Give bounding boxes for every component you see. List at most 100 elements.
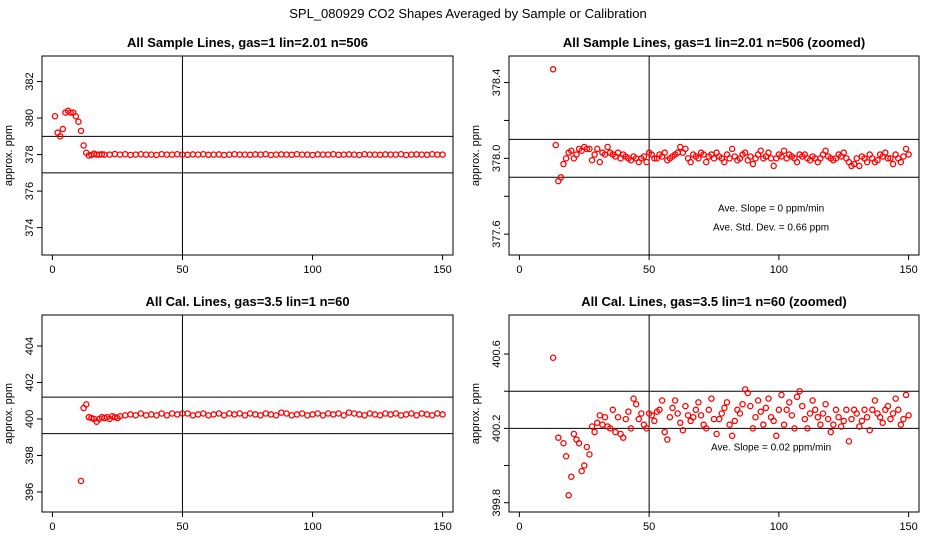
panel3-data-point [835, 413, 842, 421]
panel2-data-point [330, 411, 337, 418]
panel0-plot-frame [41, 55, 454, 256]
panel3-data-point [692, 406, 700, 414]
panel3-data-point [713, 430, 720, 438]
panel3-data-point [723, 399, 731, 406]
panel2-data-point [174, 411, 181, 418]
panel3-data-point [677, 419, 684, 427]
panel2-data-point [189, 412, 197, 419]
panel1-data-point [853, 155, 860, 162]
panel3-data-point [619, 434, 627, 441]
panel3-annotation-0: Ave. Slope = 0.02 ppm/min [711, 443, 831, 454]
panel1-data-point [682, 145, 689, 153]
panel3-data-point [752, 413, 759, 421]
panel1-data-point [651, 155, 658, 162]
panel0-data-point [148, 151, 155, 158]
panel3-data-point [853, 410, 860, 417]
panel2-data-point [376, 412, 384, 419]
panel0-data-point [272, 151, 280, 158]
panel2-data-point [137, 410, 145, 417]
panel0-data-point [319, 151, 327, 158]
panel2-data-point [361, 412, 368, 419]
panel0-data-point [293, 150, 301, 158]
panel0-data-point [418, 151, 426, 158]
panel2-data-point [252, 411, 259, 418]
panel1-data-point [593, 145, 601, 153]
panel3-data-point [773, 432, 780, 440]
panel3-data-point [861, 406, 868, 414]
panel1-data-point [573, 151, 580, 158]
panel1-data-point [677, 143, 684, 151]
panel2-data-point [168, 410, 176, 417]
panel2-data-point [309, 411, 316, 418]
panel3-data-point [887, 415, 894, 423]
panel1-data-point [741, 149, 749, 156]
panel3-data-point [679, 426, 687, 434]
panel2-data-point [220, 412, 228, 419]
panel3-data-point [643, 425, 650, 432]
panel3-data-point [715, 415, 723, 423]
panel0-data-point [80, 142, 87, 149]
panel3-data-point [796, 387, 803, 395]
panel1-data-point [614, 149, 622, 156]
panel2-data-point [356, 411, 363, 418]
panel-sample-lines: All Sample Lines, gas=1 lin=2.01 n=506 0 5… [3, 35, 454, 276]
panel3-data-point [612, 428, 619, 436]
panel3-data-point [889, 410, 897, 417]
panel1-data-point [586, 145, 593, 153]
panel3-data-point [879, 419, 886, 427]
panel2-ytick-label: 402 [24, 373, 36, 391]
panel2-data-point [246, 410, 254, 417]
panel3-data-point [754, 397, 762, 404]
panel3-data-point [760, 421, 767, 428]
panel3-data-point [695, 399, 702, 406]
panel2-data-point [428, 412, 436, 419]
panel3-ytick-label: 400.6 [491, 340, 503, 368]
panel2-data-point [278, 409, 285, 416]
panel1-data-point [822, 147, 829, 155]
panel3-data-point [837, 423, 845, 430]
panel2-data-point [382, 410, 389, 417]
panel0-ytick-label: 374 [24, 218, 36, 236]
panel3-data-point [599, 421, 606, 428]
panel1-data-point [780, 147, 788, 155]
panel3-data-point [811, 406, 819, 414]
panel1-annotation-0: Ave. Slope = 0 ppm/min [718, 203, 824, 214]
panel3-data-point [894, 406, 902, 414]
panel1-data-point [710, 155, 718, 162]
panel0-data-point [158, 150, 165, 158]
panel2-data-point [262, 410, 269, 417]
panel0-data-point [111, 150, 119, 158]
panel3-data-point [581, 462, 588, 469]
panel3-data-point [648, 412, 655, 419]
panel3-data-point [689, 413, 697, 421]
panel0-ytick-label: 376 [24, 182, 36, 200]
panel2-data-point [408, 410, 415, 417]
panel1-data-point [884, 155, 892, 162]
panel3-data-point [757, 408, 764, 415]
panel1-ylabel: approx. ppm [470, 125, 482, 186]
panel2-data-point [210, 411, 217, 418]
panel2-data-point [163, 412, 171, 419]
panel3-data-point [770, 417, 777, 425]
panel2-data-point [283, 410, 290, 417]
panel3-data-point [804, 425, 811, 432]
panel3-data-point [786, 399, 793, 406]
page-title: SPL_080929 CO2 Shapes Averaged by Sample… [289, 6, 647, 21]
panel0-data-point [402, 151, 410, 159]
panel3-xtick-label: 0 [516, 521, 522, 533]
panel3-data-point [897, 421, 905, 428]
panel2-ytick-label: 398 [24, 446, 36, 464]
panel0-data-point [59, 125, 67, 133]
panel0-data-point [168, 151, 176, 158]
panel3-data-point [863, 413, 871, 421]
panel1-data-point [757, 147, 764, 155]
panel3-xtick-label: 50 [643, 521, 655, 533]
panel3-data-point [674, 410, 681, 417]
panel2-data-point [267, 411, 275, 418]
panel2-data-point [127, 411, 134, 418]
panel1-data-point [793, 158, 801, 166]
panel3-data-point [669, 404, 676, 412]
panel1-data-point [721, 158, 728, 166]
panel3-data-point [827, 428, 835, 436]
